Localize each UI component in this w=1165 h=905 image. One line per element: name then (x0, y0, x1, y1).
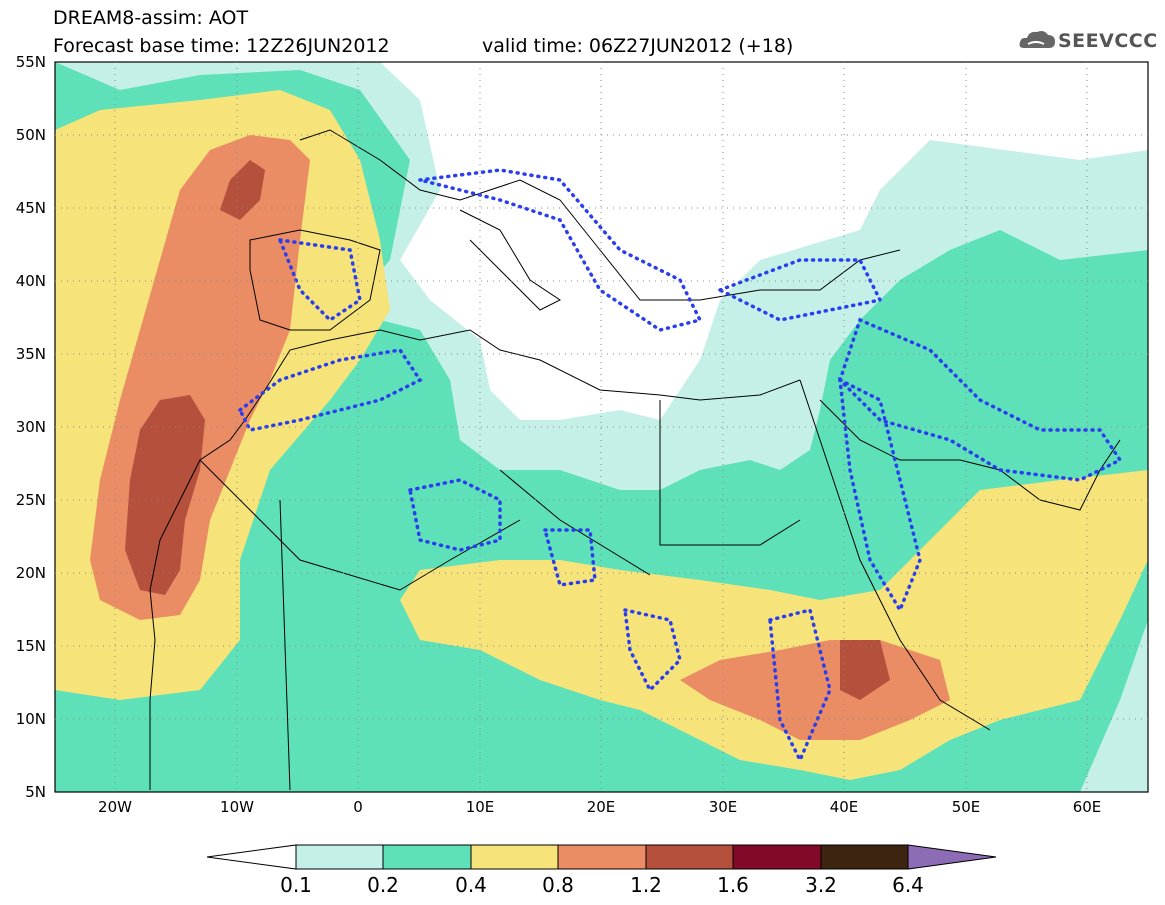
lat-label: 35N (16, 345, 46, 363)
lat-label: 10N (16, 710, 46, 728)
dotted-contour-10 (837, 376, 922, 614)
dotted-contour-1 (407, 478, 502, 552)
forecast-base-time: Forecast base time: 12Z26JUN2012 (53, 35, 390, 57)
colorbar (206, 844, 997, 870)
lon-labels: 20W 10W 0 10E 20E 30E 40E 50E 60E (98, 798, 1101, 816)
dotted-contour-4 (715, 258, 883, 322)
colorbar-label: 3.2 (805, 873, 837, 897)
title-line1: DREAM8-assim: AOT (53, 7, 249, 29)
colorbar-swatch (295, 844, 384, 870)
gridlines (55, 62, 1148, 792)
lat-label: 45N (16, 199, 46, 217)
lon-label: 60E (1073, 798, 1102, 816)
dotted-contour-6 (837, 317, 1123, 482)
colorbar-label: 0.1 (280, 873, 312, 897)
colorbar-swatch (557, 844, 647, 870)
lon-label: 30E (709, 798, 738, 816)
border-sahara-1 (279, 499, 291, 791)
lon-label: 20W (98, 798, 132, 816)
coastlines (149, 129, 1121, 791)
lon-label: 40E (830, 798, 859, 816)
lat-label: 50N (16, 126, 46, 144)
lat-label: 5N (25, 783, 46, 801)
coastline-europe (299, 129, 901, 301)
dotted-contour-3 (622, 607, 682, 693)
dotted-contour-9 (768, 607, 832, 765)
colorbar-swatch (732, 844, 822, 870)
colorbar-swatch (820, 844, 909, 870)
aot-1.2-region-east (840, 640, 890, 700)
colorbar-label: 6.4 (892, 873, 924, 897)
valid-time: valid time: 06Z27JUN2012 (+18) (482, 35, 794, 57)
colorbar-label: 1.6 (717, 873, 749, 897)
cloud-logo-icon (1019, 31, 1055, 48)
lat-label: 20N (16, 564, 46, 582)
lat-label: 30N (16, 418, 46, 436)
coastline-red-sea (799, 379, 991, 731)
aot-0.4-region-sahel (400, 470, 1148, 780)
lon-label: 50E (952, 798, 981, 816)
lat-label: 25N (16, 491, 46, 509)
coastline-iberia (249, 229, 381, 331)
lon-label: 10E (466, 798, 495, 816)
coastline-africa-west (149, 329, 801, 790)
colorbar-swatch (645, 844, 734, 870)
aot-1.2-region (125, 395, 205, 595)
colorbar-swatch (382, 844, 472, 870)
dotted-contour-5 (419, 168, 703, 332)
colorbar-label: 0.8 (542, 873, 574, 897)
lat-label: 55N (16, 53, 46, 71)
lat-label: 15N (16, 637, 46, 655)
border-sahara-3 (659, 400, 801, 546)
dotted-contour-8 (277, 237, 362, 323)
logo-text: SEEVCCC (1058, 30, 1158, 52)
dotted-contour-2 (542, 528, 597, 587)
lat-label: 40N (16, 272, 46, 290)
coastline-italy (459, 209, 561, 311)
lon-label: 20E (587, 798, 616, 816)
colorbar-label: 0.4 (455, 873, 487, 897)
colorbar-label: 0.2 (367, 873, 399, 897)
dotted-contour-7 (237, 348, 423, 432)
dotted-contours (237, 168, 1123, 765)
lon-label: 10W (220, 798, 254, 816)
colorbar-label: 1.2 (630, 873, 662, 897)
colorbar-high-arrow (907, 844, 997, 870)
colorbar-low-arrow (206, 844, 297, 870)
aot-1.2-region-north (220, 160, 265, 220)
border-sahara-4 (499, 469, 651, 576)
lon-label: 0 (353, 798, 363, 816)
lat-labels: 55N 50N 45N 40N 35N 30N 25N 20N 15N 10N … (16, 53, 46, 801)
colorbar-swatch (470, 844, 559, 870)
